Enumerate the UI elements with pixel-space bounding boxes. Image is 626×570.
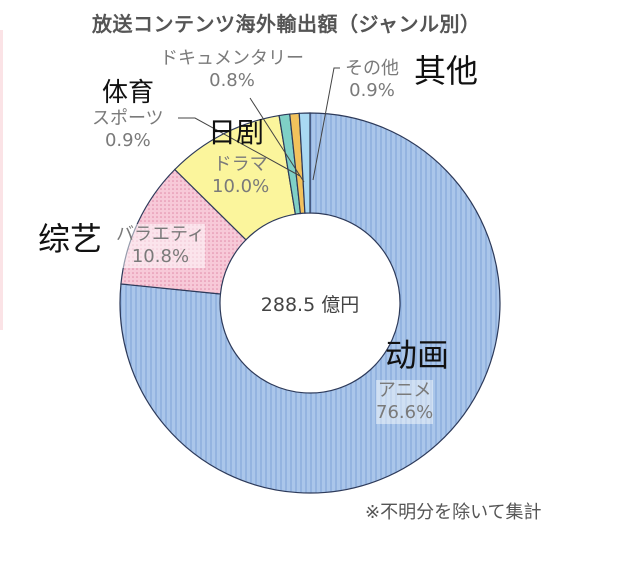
slice-name: ドキュメンタリー [160, 48, 304, 69]
slice-value: 0.8% [209, 70, 255, 91]
slice-name: スポーツ [92, 108, 164, 129]
slice-name: アニメ [377, 380, 432, 401]
footnote: ※不明分を除いて集計 [365, 502, 542, 523]
slice-value: 76.6% [376, 402, 434, 423]
slice-label-drama: ドラマ 10.0% [212, 154, 269, 198]
center-total-label: 288.5 億円 [260, 294, 360, 316]
image-edge-strip [0, 30, 3, 330]
leader-line-other [312, 67, 340, 181]
slice-name: その他 [345, 58, 399, 79]
slice-label-documentary: ドキュメンタリー 0.8% [160, 48, 304, 92]
slice-value: 0.9% [104, 130, 151, 151]
slice-label-other: その他 0.9% [345, 58, 399, 102]
slice-label-anime: アニメ 76.6% [376, 380, 434, 424]
slice-name: ドラマ [213, 154, 268, 175]
slice-name: バラエティ [116, 224, 205, 245]
leader-line-documentary [249, 97, 305, 183]
slice-value: 10.8% [131, 246, 190, 267]
chart-title: 放送コンテンツ海外輸出額（ジャンル別） [92, 12, 481, 36]
donut-slice-0 [119, 112, 501, 494]
slice-label-variety: バラエティ 10.8% [116, 224, 205, 268]
translation-other: 其他 [414, 52, 479, 90]
slice-label-sports: スポーツ 0.9% [92, 108, 164, 152]
translation-sports: 体育 [102, 78, 155, 108]
translation-anime: 动画 [385, 336, 450, 374]
slice-value: 0.9% [349, 80, 395, 101]
leader-line-sports [178, 117, 301, 177]
translation-variety: 综艺 [38, 220, 103, 258]
translation-drama: 日剧 [208, 116, 265, 149]
slice-value: 10.0% [212, 176, 270, 197]
donut-slice-5 [298, 112, 311, 214]
